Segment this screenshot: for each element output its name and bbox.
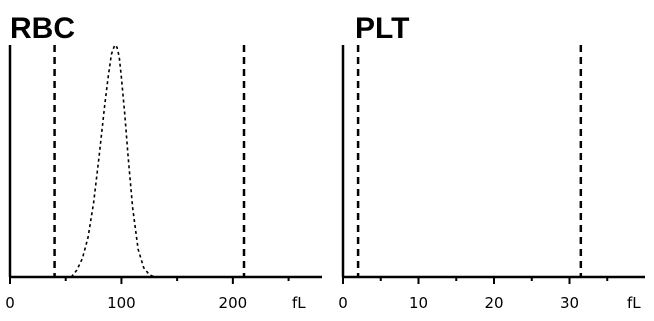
- x-tick-label: 20: [484, 294, 503, 312]
- panel-title: PLT: [355, 12, 409, 45]
- x-unit-label: fL: [627, 294, 641, 312]
- x-tick-label: 0: [338, 294, 348, 312]
- x-unit-label: fL: [292, 294, 306, 312]
- x-tick-label: 30: [560, 294, 579, 312]
- x-tick-label: 0: [5, 294, 15, 312]
- rbc-histogram-panel: RBC 0 100 200 fL: [5, 12, 322, 312]
- panel-title: RBC: [10, 12, 75, 45]
- distribution-curve: [70, 43, 156, 278]
- x-tick-label: 200: [219, 294, 248, 312]
- x-tick-label: 100: [107, 294, 136, 312]
- plt-histogram-panel: PLT 0 10 20 30 fL: [338, 12, 645, 312]
- x-tick-label: 10: [409, 294, 428, 312]
